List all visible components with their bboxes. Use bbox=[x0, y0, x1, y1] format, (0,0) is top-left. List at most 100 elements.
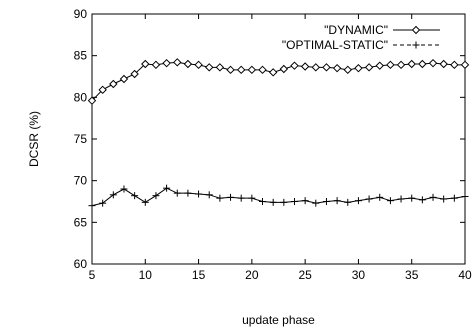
data-point bbox=[418, 59, 427, 69]
data-point bbox=[460, 60, 470, 70]
data-point bbox=[428, 58, 438, 68]
data-point bbox=[461, 193, 469, 200]
data-point bbox=[386, 60, 395, 70]
data-point bbox=[248, 194, 256, 202]
data-point bbox=[429, 193, 437, 201]
data-point bbox=[151, 60, 161, 70]
x-tick-label: 35 bbox=[405, 268, 419, 282]
data-point bbox=[365, 195, 373, 203]
x-axis-label: update phase bbox=[242, 313, 315, 327]
data-point bbox=[195, 190, 203, 198]
legend-label: "OPTIMAL-STATIC" bbox=[282, 38, 388, 52]
data-point bbox=[301, 197, 309, 205]
data-point bbox=[408, 194, 416, 202]
data-point bbox=[312, 199, 320, 207]
data-point bbox=[130, 69, 139, 79]
data-point bbox=[300, 62, 310, 71]
data-point bbox=[162, 58, 171, 68]
y-tick-label: 80 bbox=[74, 90, 88, 104]
data-point bbox=[183, 59, 193, 69]
data-point bbox=[259, 198, 267, 205]
data-point bbox=[344, 198, 352, 206]
y-tick-label: 60 bbox=[74, 257, 88, 271]
data-point bbox=[247, 65, 257, 75]
data-point bbox=[440, 195, 448, 203]
series-dynamic bbox=[87, 58, 470, 105]
y-tick-label: 85 bbox=[74, 49, 88, 63]
data-point bbox=[215, 63, 225, 72]
x-tick-label: 20 bbox=[245, 268, 259, 282]
data-point bbox=[109, 191, 117, 199]
legend-marker bbox=[412, 41, 420, 49]
data-point bbox=[364, 63, 374, 72]
series-layer bbox=[87, 58, 470, 210]
data-point bbox=[173, 58, 182, 67]
x-tick-label: 40 bbox=[458, 268, 472, 282]
data-point bbox=[407, 59, 416, 69]
data-point bbox=[236, 65, 246, 75]
series-optimal-static bbox=[88, 184, 469, 210]
plot-frame bbox=[91, 13, 466, 265]
data-point bbox=[258, 65, 267, 75]
data-point bbox=[418, 196, 426, 204]
data-point bbox=[354, 63, 363, 73]
y-axis-label: DCSR (%) bbox=[27, 111, 41, 167]
data-point bbox=[205, 191, 213, 199]
data-point bbox=[343, 65, 352, 75]
legend-entry: "OPTIMAL-STATIC" bbox=[282, 38, 440, 52]
data-point bbox=[333, 197, 341, 205]
data-point bbox=[268, 68, 278, 77]
data-point bbox=[226, 65, 235, 75]
data-point bbox=[131, 192, 139, 200]
data-point bbox=[332, 63, 342, 73]
data-point bbox=[290, 61, 299, 70]
x-tick-label: 5 bbox=[89, 268, 96, 282]
data-point bbox=[205, 63, 214, 72]
data-point bbox=[354, 197, 362, 205]
data-point bbox=[216, 194, 224, 202]
data-point bbox=[99, 199, 107, 207]
y-tick-label: 65 bbox=[74, 215, 88, 229]
x-tick-label: 15 bbox=[192, 268, 206, 282]
data-point bbox=[375, 61, 384, 70]
data-point bbox=[279, 64, 289, 74]
x-tick-label: 25 bbox=[298, 268, 312, 282]
legend-marker bbox=[411, 25, 421, 35]
data-point bbox=[184, 189, 192, 197]
data-point bbox=[322, 63, 331, 72]
data-point bbox=[397, 195, 405, 203]
y-tick-label: 75 bbox=[74, 132, 88, 146]
data-point bbox=[194, 60, 203, 70]
series-line bbox=[91, 61, 465, 102]
data-point bbox=[450, 60, 459, 70]
data-point bbox=[386, 197, 394, 205]
data-point bbox=[280, 198, 288, 206]
data-point bbox=[311, 63, 321, 72]
axis-ticks: 5 10 15 20 25 30 35 40 60 65 70 75 80 85 90 bbox=[74, 7, 472, 282]
data-point bbox=[141, 198, 149, 206]
data-point bbox=[119, 74, 129, 84]
legend: "DYNAMIC""OPTIMAL-STATIC" bbox=[282, 23, 440, 52]
data-point bbox=[88, 202, 96, 210]
data-point bbox=[322, 198, 330, 205]
data-point bbox=[98, 85, 107, 95]
data-point bbox=[290, 198, 298, 205]
data-point bbox=[120, 185, 128, 193]
data-point bbox=[269, 198, 277, 206]
data-point bbox=[152, 192, 160, 200]
data-point bbox=[163, 184, 171, 192]
data-point bbox=[109, 79, 118, 89]
data-point bbox=[87, 96, 97, 105]
data-point bbox=[396, 60, 406, 70]
x-tick-label: 30 bbox=[352, 268, 366, 282]
data-point bbox=[227, 193, 235, 201]
data-point bbox=[450, 194, 458, 202]
data-point bbox=[376, 193, 384, 201]
data-point bbox=[173, 189, 181, 197]
data-point bbox=[439, 59, 448, 69]
legend-entry: "DYNAMIC" bbox=[324, 23, 440, 37]
x-tick-label: 10 bbox=[139, 268, 153, 282]
data-point bbox=[237, 194, 245, 202]
y-tick-label: 90 bbox=[74, 7, 88, 21]
